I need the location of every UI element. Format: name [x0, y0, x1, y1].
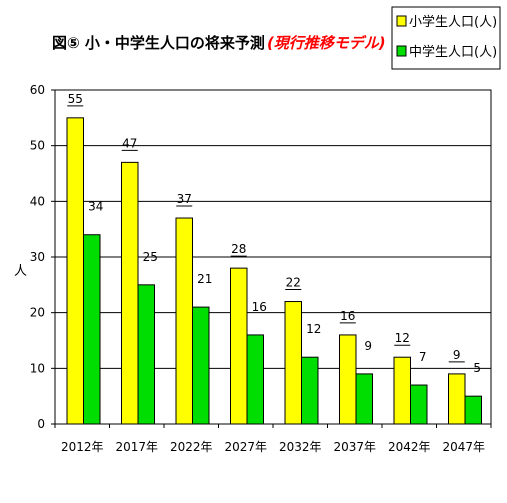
x-tick-label: 2022年 [170, 440, 213, 454]
x-tick-label: 2032年 [279, 440, 322, 454]
bar [246, 334, 264, 425]
y-tick-label: 40 [30, 194, 45, 208]
x-tick-label: 2042年 [388, 440, 431, 454]
x-tick-label: 2047年 [442, 440, 485, 454]
legend-swatch [396, 15, 407, 27]
bar [192, 306, 210, 425]
plot-area: 0 10 20 30 40 50 60 55 34 2012年 47 25 2017年 37 21 2022年… [30, 83, 492, 454]
x-tick-label: 2012年 [61, 440, 104, 454]
data-label: 12 [306, 322, 321, 336]
bar [284, 301, 302, 425]
legend: 小学生人口(人) 中学生人口(人) [391, 6, 501, 70]
bar [230, 267, 248, 425]
data-label: 22 [286, 276, 301, 290]
y-tick-label: 50 [30, 139, 45, 153]
bar [355, 373, 373, 425]
bar [410, 384, 428, 425]
bar [175, 217, 193, 425]
bar [83, 234, 101, 425]
data-label: 12 [395, 331, 410, 345]
data-label: 21 [197, 272, 212, 286]
data-label: 34 [88, 200, 103, 214]
y-tick-label: 20 [30, 306, 45, 320]
data-label: 47 [122, 136, 137, 150]
data-label: 37 [177, 192, 192, 206]
data-label: 9 [453, 348, 461, 362]
data-label: 25 [143, 250, 158, 264]
bar [393, 356, 411, 425]
bar [448, 373, 466, 425]
y-tick-label: 10 [30, 361, 45, 375]
bar [301, 356, 319, 425]
legend-label: 小学生人口(人) [409, 14, 497, 30]
y-tick-label: 0 [37, 417, 45, 431]
x-tick-label: 2027年 [224, 440, 267, 454]
data-label: 5 [473, 361, 481, 375]
data-label: 9 [364, 339, 372, 353]
y-tick-label: 60 [30, 83, 45, 97]
chart-title: 図⑤ 小・中学生人口の将来予測 (現行推移モデル) [52, 34, 386, 52]
data-label: 16 [252, 300, 267, 314]
bar [66, 117, 84, 425]
y-axis-label: 人 [14, 264, 27, 279]
x-tick-label: 2017年 [115, 440, 158, 454]
x-tick-label: 2037年 [333, 440, 376, 454]
data-label: 55 [68, 92, 83, 106]
bar [137, 284, 155, 425]
legend-label: 中学生人口(人) [409, 44, 497, 60]
chart-subtitle: (現行推移モデル) [267, 34, 386, 52]
legend-box [391, 6, 501, 70]
bar [121, 161, 139, 425]
data-label: 28 [231, 242, 246, 256]
bar [464, 395, 482, 425]
y-tick-label: 30 [30, 250, 45, 264]
data-label: 7 [419, 350, 427, 364]
bar [339, 334, 357, 425]
data-label: 16 [340, 309, 355, 323]
legend-swatch [396, 45, 407, 57]
chart-title-main: 図⑤ 小・中学生人口の将来予測 [52, 34, 265, 52]
